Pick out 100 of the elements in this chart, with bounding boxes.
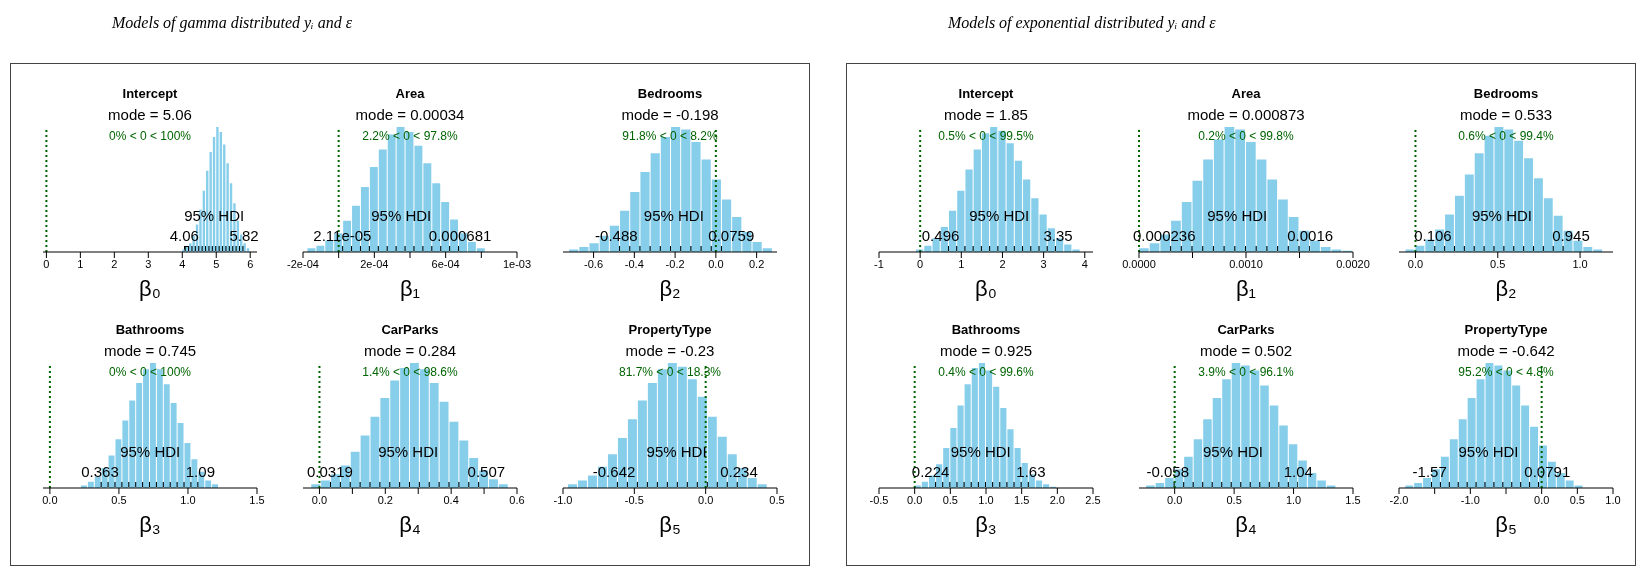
annotation: 1.63 (1015, 463, 1047, 480)
x-tick-label: -2.0 (1389, 493, 1409, 506)
x-tick-label: -1.0 (553, 493, 573, 506)
x-tick-label: -2e-04 (287, 257, 319, 270)
x-tick-label: 4 (1081, 257, 1088, 270)
chart-subtitle: Models of gamma distributed yᵢ and ε (112, 14, 352, 32)
annotation: 0.234 (719, 463, 759, 480)
annotation: 0.363 (80, 463, 120, 480)
chart-title: Bedrooms (1472, 86, 1540, 101)
chart-title: Bathrooms (950, 322, 1022, 337)
x-tick-label: 0.5 (111, 493, 127, 506)
text: mode = 0.000873 (1186, 106, 1306, 123)
annotation: 0.0016 (1286, 227, 1335, 244)
annotation: 0.2% < 0 < 99.8% (1197, 129, 1295, 143)
chart-title: Area (1230, 86, 1262, 101)
annotation: 0.0319 (306, 463, 354, 480)
text: mode = 0.00034 (354, 106, 466, 123)
annotation: 0% < 0 < 100% (107, 365, 193, 379)
annotation: 95.2% < 0 < 4.8% (1457, 365, 1555, 379)
x-tick-label: 1.5 (1014, 493, 1030, 506)
x-tick-label: 1.0 (978, 493, 994, 506)
chart-title: PropertyType (627, 322, 713, 337)
x-tick-label: 1.0 (1572, 257, 1588, 270)
x-tick-label: 0.2 (377, 493, 393, 506)
x-tick-label: 0.0000 (1122, 257, 1156, 270)
x-tick-label: 1e-03 (502, 257, 532, 270)
x-axis-title: β₁ (398, 276, 422, 302)
x-tick-label: 0.0020 (1336, 257, 1370, 270)
text: mode = -0.642 (1456, 342, 1556, 359)
annotation: 0.224 (910, 463, 951, 480)
annotation: 2.2% < 0 < 97.8% (361, 129, 459, 143)
annotation: 0.496 (920, 227, 961, 244)
x-tick-label: -1.0 (1460, 493, 1480, 506)
band-label: 95% HDI (968, 207, 1031, 224)
annotation: -0.488 (594, 227, 639, 244)
x-tick-label: 0.0 (311, 493, 328, 506)
annotation: 0.000681 (427, 227, 493, 244)
x-tick-label: 1 (77, 257, 84, 270)
band-label: 95% HDI (642, 207, 705, 224)
x-tick-label: 0.0 (1534, 493, 1550, 506)
annotation: 0.0759 (707, 227, 756, 244)
x-tick-label: 2.5 (1085, 493, 1101, 506)
x-tick-label: 6 (247, 257, 254, 270)
x-tick-label: 1.5 (1345, 493, 1361, 506)
x-tick-label: 2 (999, 257, 1006, 270)
x-tick-label: -0.2 (665, 257, 685, 270)
x-axis-title: β₄ (398, 512, 422, 538)
chart-title: Intercept (121, 86, 179, 101)
annotation: 81.7% < 0 < 18.3% (617, 365, 723, 379)
text: mode = 0.502 (1198, 342, 1294, 359)
x-tick-label: 0.0 (907, 493, 923, 506)
text: mode = 0.284 (362, 342, 458, 359)
chart-subtitle: Models of exponential distributed yᵢ and ε (948, 14, 1216, 32)
band-label: 95% HDI (119, 443, 182, 460)
text: mode = 5.06 (107, 106, 193, 123)
annotation: 1.04 (1282, 463, 1314, 480)
x-tick-label: 3 (145, 257, 152, 270)
x-tick-label: 0.5 (769, 493, 785, 506)
x-axis-title: β₄ (1234, 512, 1258, 538)
annotation: 3.9% < 0 < 96.1% (1197, 365, 1295, 379)
annotation: 0.106 (1413, 227, 1453, 244)
x-tick-label: 0.0 (42, 493, 58, 506)
annotation: -1.57 (1411, 463, 1448, 480)
annotation: 0.945 (1551, 227, 1591, 244)
x-axis-title: β₂ (658, 276, 682, 302)
annotation: 0.507 (466, 463, 507, 480)
x-axis-title: β₅ (658, 512, 682, 538)
band-label: 95% HDI (183, 207, 246, 224)
band-label: 95% HDI (645, 443, 708, 460)
x-tick-label: 1 (958, 257, 965, 270)
x-axis-title: β₁ (1234, 276, 1258, 302)
x-axis-title: β₃ (974, 512, 998, 538)
x-tick-label: 5 (213, 257, 220, 270)
text: mode = -0.198 (620, 106, 720, 123)
text: mode = -0.23 (624, 342, 716, 359)
chart-title: PropertyType (1463, 322, 1549, 337)
annotation: 0% < 0 < 100% (107, 129, 193, 143)
x-tick-label: 0.0 (708, 257, 724, 270)
chart-title: Bedrooms (636, 86, 704, 101)
band-label: 95% HDI (1202, 443, 1265, 460)
band-label: 95% HDI (1457, 443, 1520, 460)
band-label: 95% HDI (1206, 207, 1269, 224)
annotation: 2.11e-05 (312, 227, 373, 244)
x-tick-label: 3 (1040, 257, 1047, 270)
annotation: -0.058 (1145, 463, 1191, 480)
x-tick-label: 0.0 (1167, 493, 1183, 506)
x-tick-label: -0.5 (624, 493, 644, 506)
x-tick-label: 0.2 (748, 257, 765, 270)
x-tick-label: 0.0 (1407, 257, 1424, 270)
text: mode = 0.745 (102, 342, 198, 359)
x-tick-label: 6e-04 (431, 257, 460, 270)
text: mode = 0.533 (1458, 106, 1554, 123)
annotation: -0.642 (591, 463, 637, 480)
x-tick-label: 0.6 (509, 493, 525, 506)
text: mode = 1.85 (943, 106, 1029, 123)
x-tick-label: 0 (43, 257, 50, 270)
x-tick-label: 4 (179, 257, 186, 270)
x-tick-label: 0.5 (942, 493, 958, 506)
band-label: 95% HDI (370, 207, 433, 224)
x-axis-title: β₃ (138, 512, 162, 538)
